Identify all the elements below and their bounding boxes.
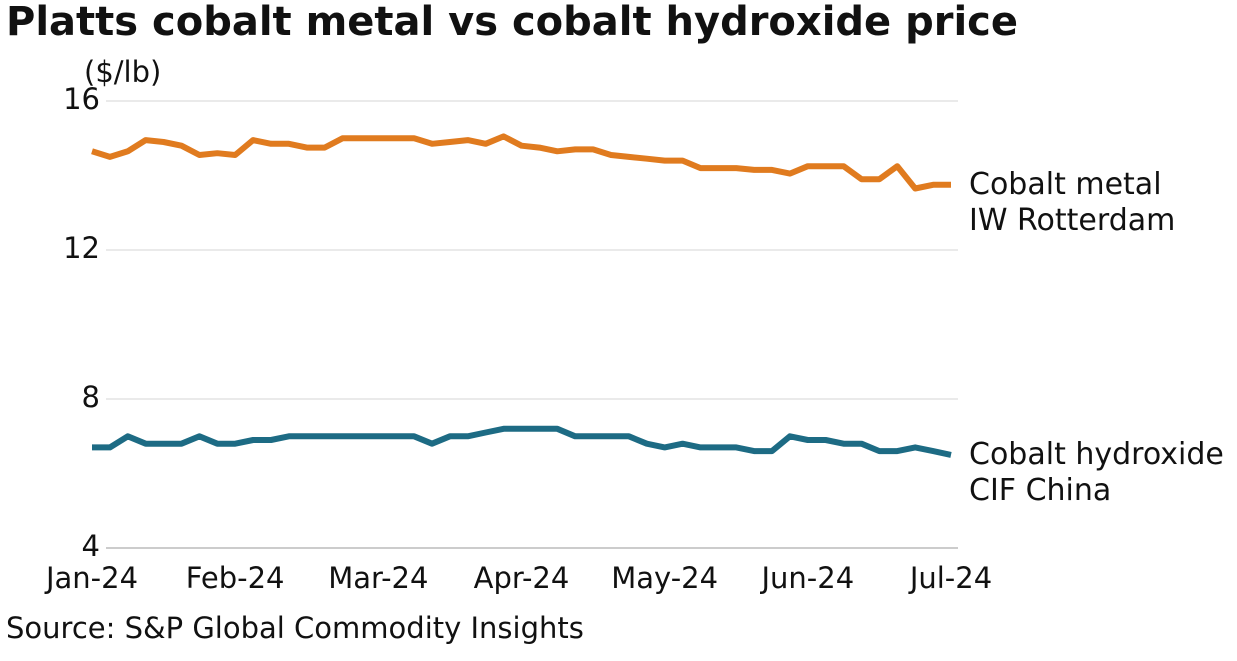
x-tick-label: Feb-24 xyxy=(186,561,285,595)
chart-title: Platts cobalt metal vs cobalt hydroxide … xyxy=(6,0,1018,45)
x-tick-label: May-24 xyxy=(611,561,718,595)
y-tick-label: 8 xyxy=(82,380,100,414)
x-tick-label: Apr-24 xyxy=(474,561,570,595)
series-line xyxy=(91,133,951,192)
series-label: Cobalt metal IW Rotterdam xyxy=(969,166,1176,238)
y-tick-label: 4 xyxy=(82,529,100,563)
x-tick-label: Mar-24 xyxy=(328,561,428,595)
y-tick-label: 12 xyxy=(63,231,100,265)
series-label: Cobalt hydroxide CIF China xyxy=(969,436,1224,508)
series-line xyxy=(92,425,952,458)
source: Source: S&P Global Commodity Insights xyxy=(6,611,584,645)
y-tick-label: 16 xyxy=(63,82,100,116)
x-tick-label: Jun-24 xyxy=(759,561,854,595)
x-tick-label: Jul-24 xyxy=(908,561,992,595)
x-tick-label: Jan-24 xyxy=(44,561,138,595)
y-axis-label: ($/lb) xyxy=(84,55,161,89)
